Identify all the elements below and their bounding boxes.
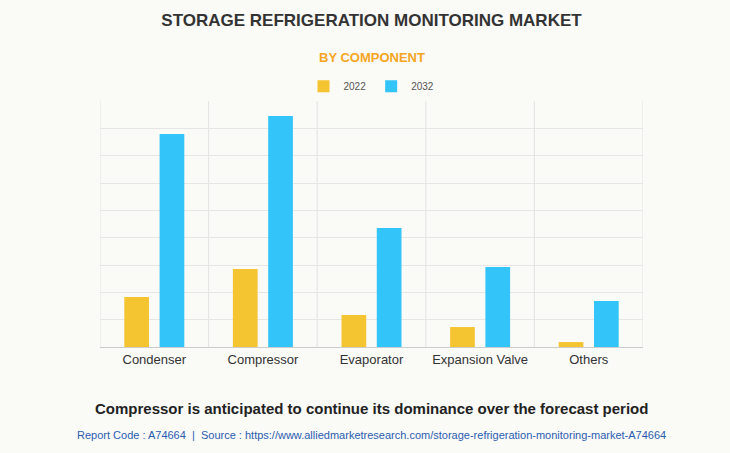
svg-text:Expansion Valve: Expansion Valve [432,352,528,367]
svg-text:Evaporator: Evaporator [340,352,404,367]
svg-text:Compressor: Compressor [228,352,299,367]
svg-text:STORAGE REFRIGERATION MONITORI: STORAGE REFRIGERATION MONITORING MARKET [161,11,582,30]
svg-text:Others: Others [569,352,609,367]
svg-text:Condenser: Condenser [122,352,186,367]
svg-text:BY COMPONENT: BY COMPONENT [319,50,425,65]
svg-text:Report Code : A74664 | Sourc: Report Code : A74664 | Source : https://… [77,429,666,441]
svg-text:2032: 2032 [411,81,434,92]
svg-text:2022: 2022 [344,81,367,92]
svg-text:Compressor is anticipated to c: Compressor is anticipated to continue it… [95,400,648,417]
